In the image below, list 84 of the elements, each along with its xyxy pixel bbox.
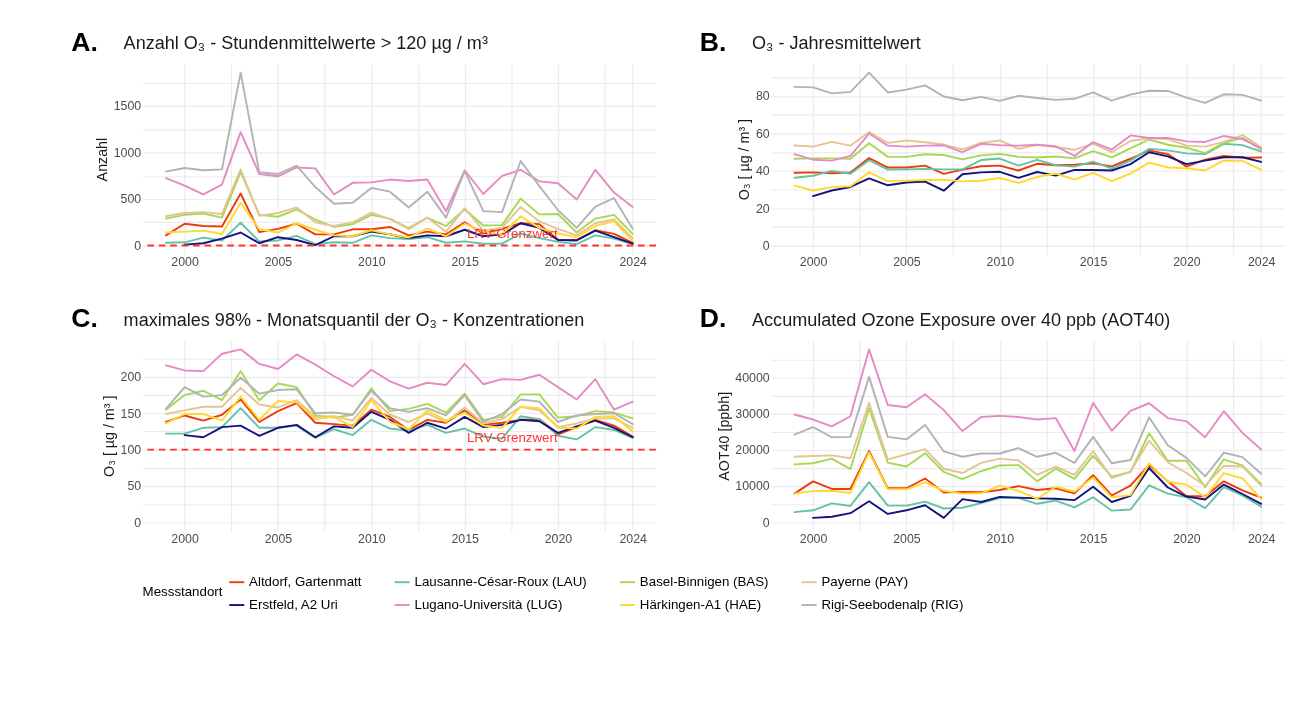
legend-label: Altdorf, Gartenmatt — [249, 574, 362, 590]
text: A. — [71, 26, 98, 57]
x-tick-label: 2010 — [358, 255, 386, 270]
line-series — [793, 149, 1263, 175]
ref-line-label: LRV-Grenzwert — [466, 429, 558, 445]
line-series — [793, 348, 1263, 452]
x-tick-label: 2010 — [986, 531, 1015, 546]
y-tick-label: 30000 — [735, 407, 770, 422]
legend-label: Rigi-Seebodenalp (RIG) — [821, 596, 964, 612]
y-tick-label: 50 — [127, 479, 142, 494]
x-tick-label: 2015 — [1079, 255, 1108, 270]
x-tick-label: 2010 — [986, 255, 1015, 270]
y-tick-label: 100 — [120, 442, 142, 457]
x-tick-label: 2020 — [1173, 255, 1201, 270]
x-tick-label: 2024 — [1247, 531, 1276, 546]
legend-label: Lausanne-César-Roux (LAU) — [414, 574, 587, 590]
y-tick-label: 80 — [755, 89, 770, 104]
x-tick-label: 2005 — [264, 255, 293, 270]
line-series — [793, 142, 1263, 179]
y-tick-label: 10000 — [735, 479, 770, 494]
legend-label: Lugano-Università (LUG) — [414, 596, 563, 612]
line-series — [165, 376, 634, 426]
line-series — [165, 131, 634, 213]
y-tick-label: 60 — [755, 126, 770, 141]
line-series — [165, 71, 634, 230]
text: B. — [699, 26, 727, 57]
y-tick-label: 200 — [120, 370, 142, 385]
chart-title: Accumulated Ozone Exposure over 40 ppb (AOT40) — [752, 309, 1171, 330]
x-tick-label: 2000 — [799, 255, 828, 270]
x-tick-label: 2024 — [619, 531, 648, 546]
x-tick-label: 2010 — [358, 531, 386, 546]
x-tick-label: 2015 — [451, 255, 480, 270]
legend-title: Messstandort — [142, 584, 223, 600]
y-tick-label: 0 — [762, 515, 770, 530]
legend-label: Härkingen-A1 (HAE) — [639, 596, 762, 612]
chart-title: O₃ - Jahresmittelwert — [752, 32, 921, 53]
line-series — [793, 481, 1263, 514]
line-series — [793, 131, 1263, 154]
legend-label: Basel-Binnigen (BAS) — [639, 574, 769, 590]
y-tick-label: 20 — [755, 201, 770, 216]
y-tick-label: 0 — [134, 238, 142, 253]
y-axis-title: O₃ [ µg / m³ ] — [736, 118, 753, 201]
y-tick-label: 20000 — [735, 443, 770, 458]
x-tick-label: 2000 — [171, 255, 199, 270]
x-tick-label: 2005 — [893, 255, 921, 270]
x-tick-label: 2020 — [544, 531, 573, 546]
x-tick-label: 2020 — [1173, 531, 1201, 546]
x-tick-label: 2024 — [1247, 255, 1276, 270]
line-series — [165, 201, 634, 242]
y-tick-label: 40000 — [735, 370, 770, 385]
y-tick-label: 1500 — [113, 99, 142, 114]
y-axis-title: Anzahl — [94, 137, 111, 182]
line-series — [812, 151, 1263, 198]
line-series — [793, 375, 1263, 478]
y-tick-label: 150 — [120, 406, 142, 421]
legend-label: Erstfeld, A2 Uri — [249, 596, 338, 612]
x-tick-label: 2015 — [1079, 531, 1108, 546]
line-series — [165, 348, 634, 411]
x-tick-label: 2020 — [544, 255, 573, 270]
x-tick-label: 2005 — [893, 531, 921, 546]
y-tick-label: 0 — [762, 238, 770, 253]
x-tick-label: 2024 — [619, 255, 648, 270]
line-series — [165, 407, 634, 441]
y-tick-label: 1000 — [113, 145, 142, 160]
x-tick-label: 2000 — [171, 531, 199, 546]
line-series — [812, 467, 1263, 519]
text: C. — [71, 303, 98, 334]
chart-title: Anzahl O₃ - Stundenmittelwerte > 120 µg / m³ — [123, 32, 488, 53]
chart-title: maximales 98% - Monatsquantil der O₃ - Konzentrationen — [123, 309, 585, 330]
y-axis-title: O₃ [ µg / m³ ] — [100, 395, 117, 477]
line-series — [793, 159, 1263, 192]
y-tick-label: 0 — [134, 515, 142, 530]
x-tick-label: 2000 — [799, 531, 828, 546]
text: D. — [699, 303, 727, 334]
line-series — [165, 370, 634, 421]
line-series — [165, 386, 634, 429]
legend-label: Payerne (PAY) — [821, 574, 909, 590]
x-tick-label: 2015 — [451, 531, 480, 546]
y-axis-title: AOT40 [ppbh] — [715, 391, 732, 481]
x-tick-label: 2005 — [264, 531, 293, 546]
y-tick-label: 40 — [755, 164, 770, 179]
y-tick-label: 500 — [120, 192, 142, 207]
line-series — [793, 71, 1263, 104]
line-series — [165, 192, 634, 244]
